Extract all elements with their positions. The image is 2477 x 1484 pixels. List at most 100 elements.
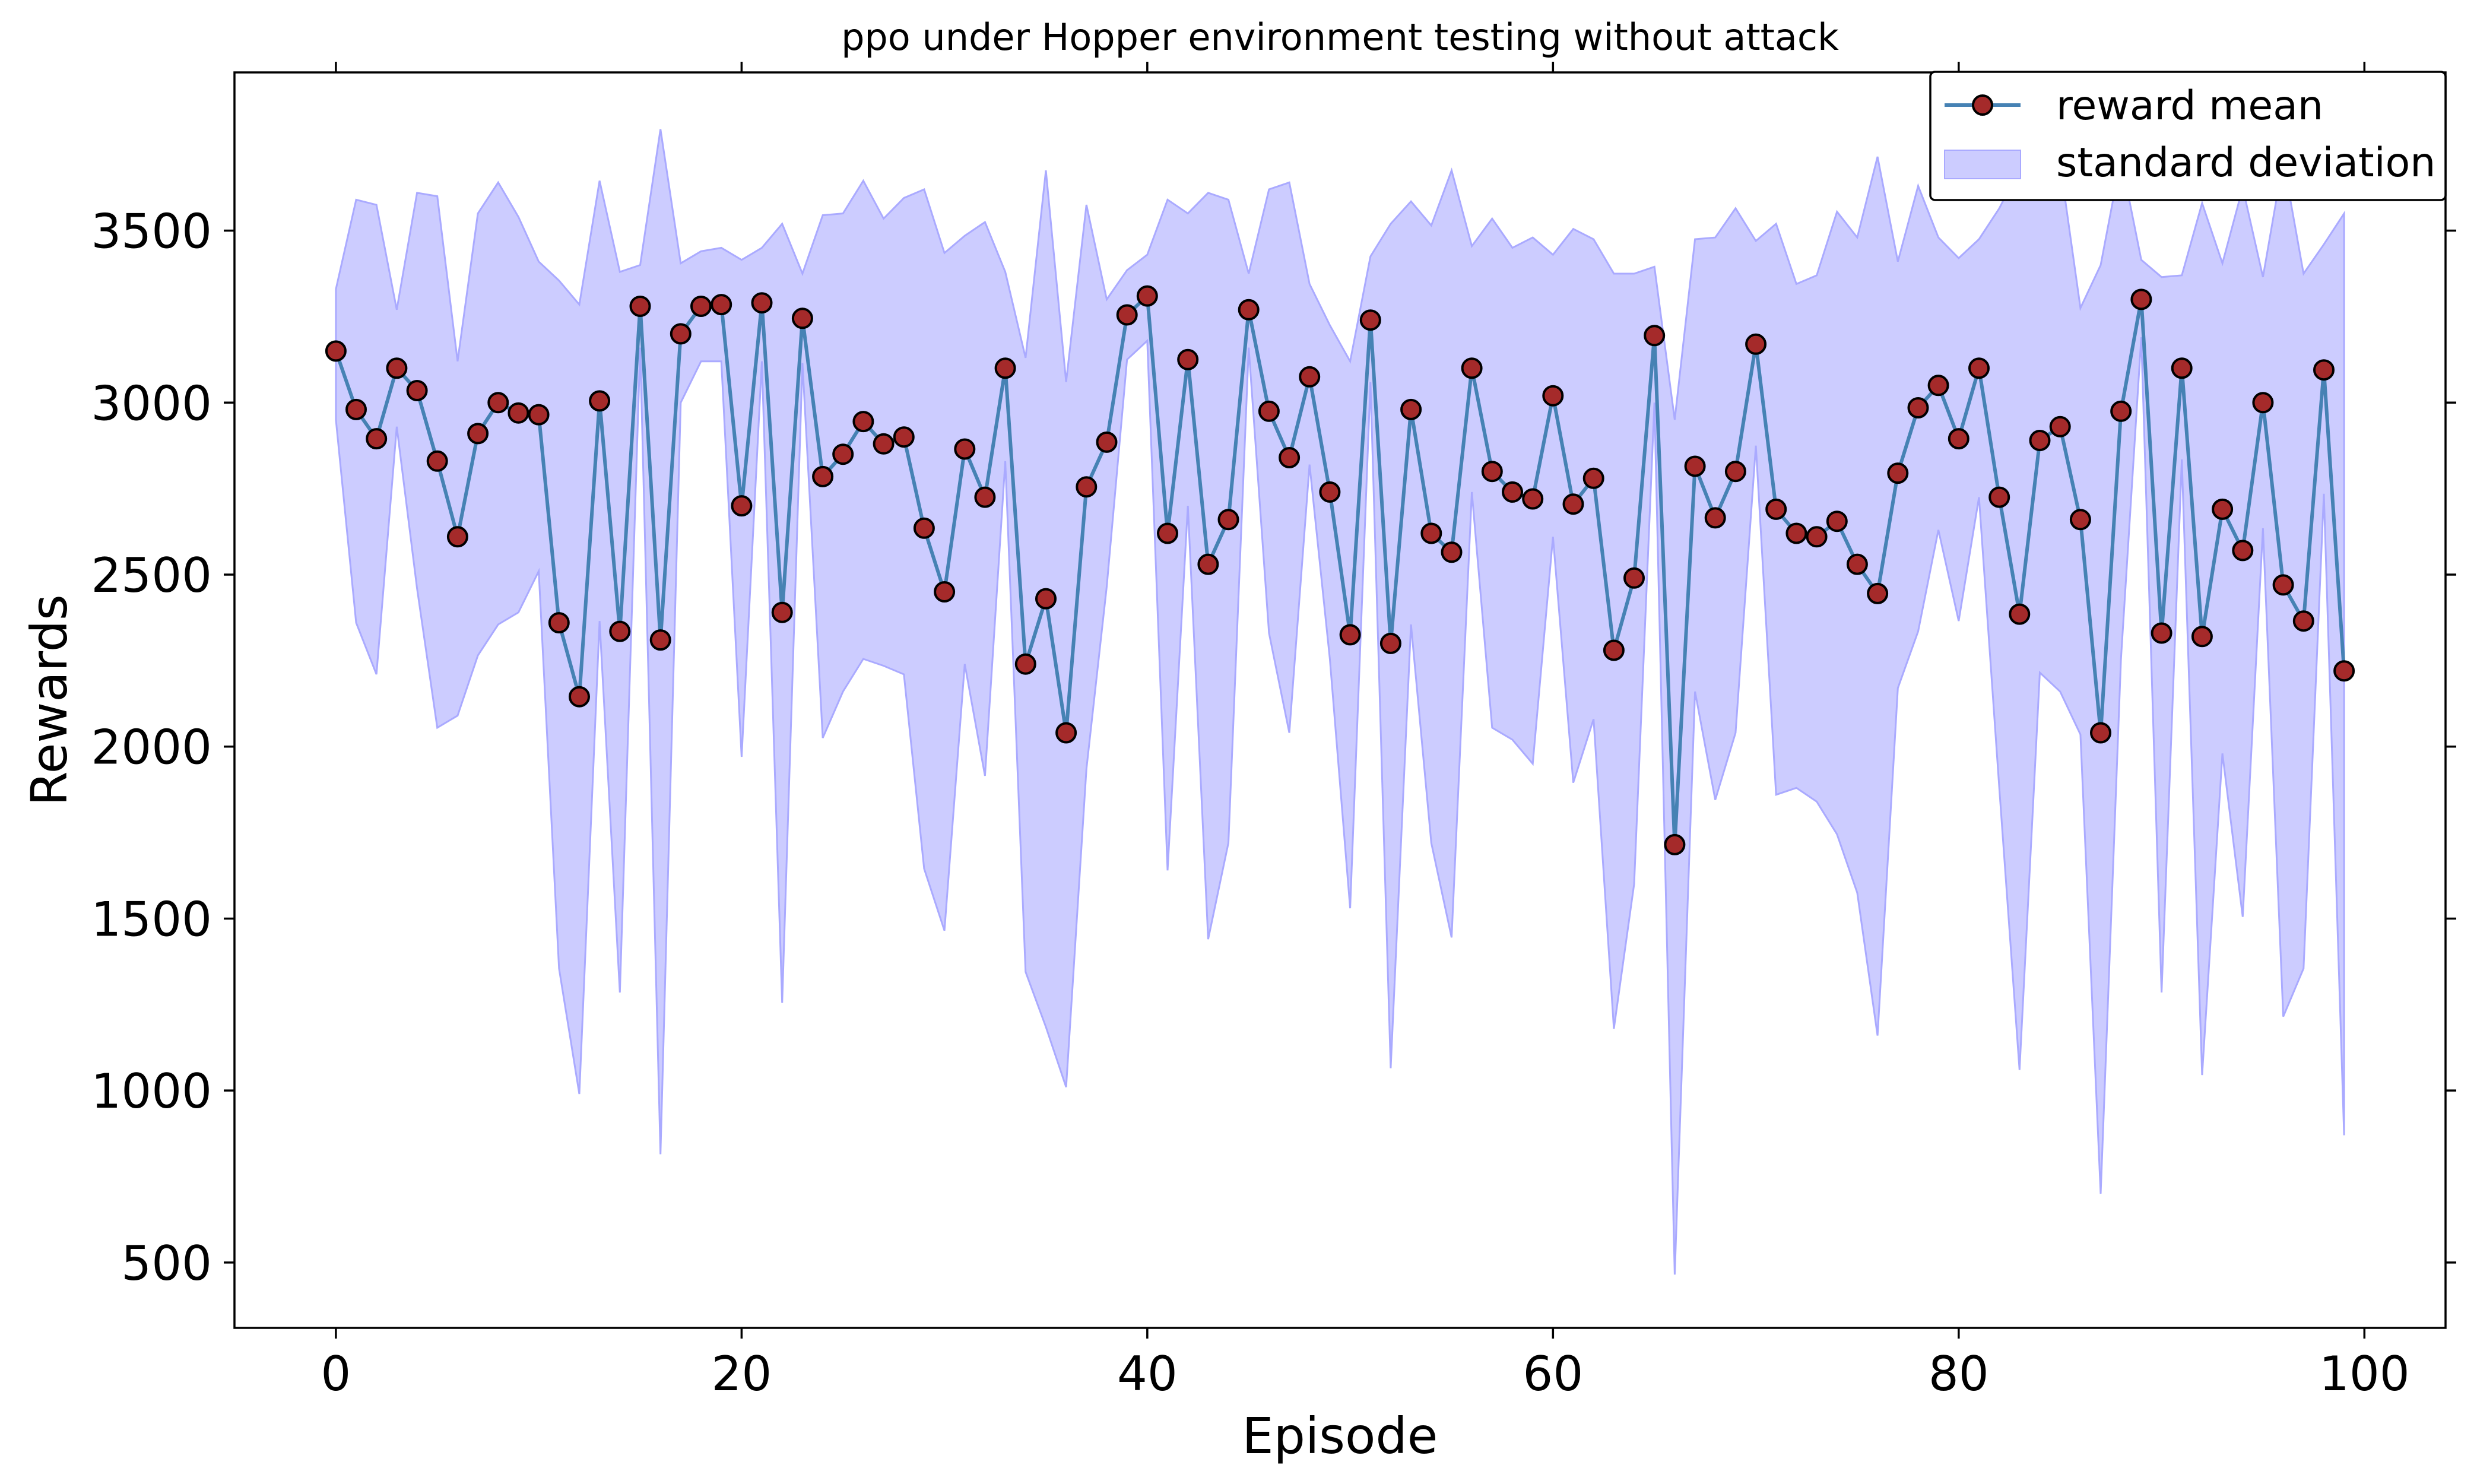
mean-point <box>406 380 428 401</box>
mean-point <box>426 450 448 472</box>
mean-point <box>2272 574 2294 596</box>
mean-point <box>325 340 347 362</box>
mean-point <box>791 307 813 329</box>
chart-title: ppo under Hopper environment testing wit… <box>841 15 1839 59</box>
y-tick-label: 500 <box>121 1236 212 1291</box>
legend: reward mean standard deviation <box>1929 71 2447 201</box>
mean-point <box>2151 622 2172 644</box>
mean-point <box>1502 481 1523 503</box>
mean-point <box>2191 626 2213 648</box>
mean-point <box>1806 526 1828 548</box>
mean-point <box>1055 722 1077 744</box>
mean-point <box>345 398 367 420</box>
x-tick-label: 60 <box>1523 1346 1583 1401</box>
legend-label-standard-deviation: standard deviation <box>2056 139 2435 186</box>
mean-point <box>2110 400 2132 422</box>
mean-point <box>1441 541 1463 563</box>
plot-frame <box>233 71 2447 1329</box>
mean-point <box>711 294 732 316</box>
mean-point <box>954 438 976 460</box>
mean-point <box>649 629 671 651</box>
mean-point <box>2212 498 2234 520</box>
mean-point <box>1968 357 1990 379</box>
mean-point <box>1177 348 1199 370</box>
legend-box <box>1929 71 2447 201</box>
mean-point <box>1096 431 1118 453</box>
mean-point <box>1299 366 1321 388</box>
x-tick-label: 0 <box>321 1346 351 1401</box>
mean-point <box>690 296 712 317</box>
mean-point <box>1076 476 1098 498</box>
mean-point <box>873 433 895 455</box>
mean-point <box>1238 299 1260 321</box>
mean-point <box>1664 833 1686 855</box>
mean-point <box>366 428 388 450</box>
mean-point <box>832 443 854 465</box>
mean-point <box>893 426 915 448</box>
x-tick-label: 20 <box>711 1346 772 1401</box>
mean-point <box>508 402 529 424</box>
mean-markers-layer <box>325 285 2355 855</box>
y-tick-label: 3000 <box>91 376 212 431</box>
mean-point <box>1623 567 1645 589</box>
mean-point <box>548 612 570 634</box>
std-band <box>335 129 2345 1275</box>
mean-point <box>467 423 489 445</box>
mean-point <box>1988 486 2010 508</box>
mean-line <box>334 294 2346 846</box>
mean-point <box>1907 397 1929 418</box>
legend-label-reward-mean: reward mean <box>2056 83 2323 129</box>
mean-point <box>751 292 773 314</box>
mean-point <box>1927 375 1949 397</box>
mean-point <box>670 323 692 345</box>
mean-point <box>934 581 956 603</box>
mean-point <box>2049 416 2071 437</box>
mean-point <box>2090 722 2111 744</box>
mean-point <box>1197 553 1219 575</box>
mean-point <box>1542 385 1564 407</box>
mean-point <box>1887 462 1909 484</box>
x-axis-label: Episode <box>1242 1407 1438 1465</box>
mean-point <box>386 357 408 379</box>
mean-point <box>1785 522 1807 544</box>
y-tick-label: 1000 <box>91 1064 212 1119</box>
mean-point <box>812 465 834 487</box>
mean-point <box>1481 461 1503 483</box>
mean-point <box>1562 493 1584 515</box>
mean-point <box>2130 288 2152 310</box>
mean-point <box>629 296 651 317</box>
mean-point <box>1136 285 1158 307</box>
mean-point <box>1035 588 1057 610</box>
mean-point <box>994 357 1016 379</box>
mean-point <box>1014 653 1036 675</box>
mean-point <box>609 620 631 642</box>
mean-point <box>2009 603 2031 625</box>
mean-point <box>1157 522 1178 544</box>
mean-point <box>2069 509 2091 531</box>
mean-point <box>1745 333 1767 355</box>
mean-point <box>1420 522 1442 544</box>
mean-point <box>1846 553 1868 575</box>
mean-point <box>2313 359 2335 381</box>
y-axis-label: Rewards <box>20 594 78 806</box>
mean-point <box>569 686 590 708</box>
mean-point <box>1826 510 1848 532</box>
mean-point <box>771 601 793 623</box>
mean-point <box>1644 325 1666 347</box>
mean-point <box>852 411 874 433</box>
mean-point <box>1867 582 1889 604</box>
mean-point <box>487 392 509 414</box>
legend-band-swatch <box>1944 150 2021 179</box>
mean-point <box>446 526 468 548</box>
std-band-layer <box>335 129 2345 1275</box>
mean-point <box>1684 455 1706 477</box>
y-tick-label: 1500 <box>91 892 212 947</box>
mean-point <box>1948 428 1969 450</box>
mean-point <box>528 404 550 426</box>
mean-point <box>1765 498 1787 520</box>
mean-point <box>1704 507 1726 529</box>
mean-point <box>2232 540 2254 562</box>
mean-point <box>731 495 753 517</box>
mean-point <box>1279 447 1301 468</box>
